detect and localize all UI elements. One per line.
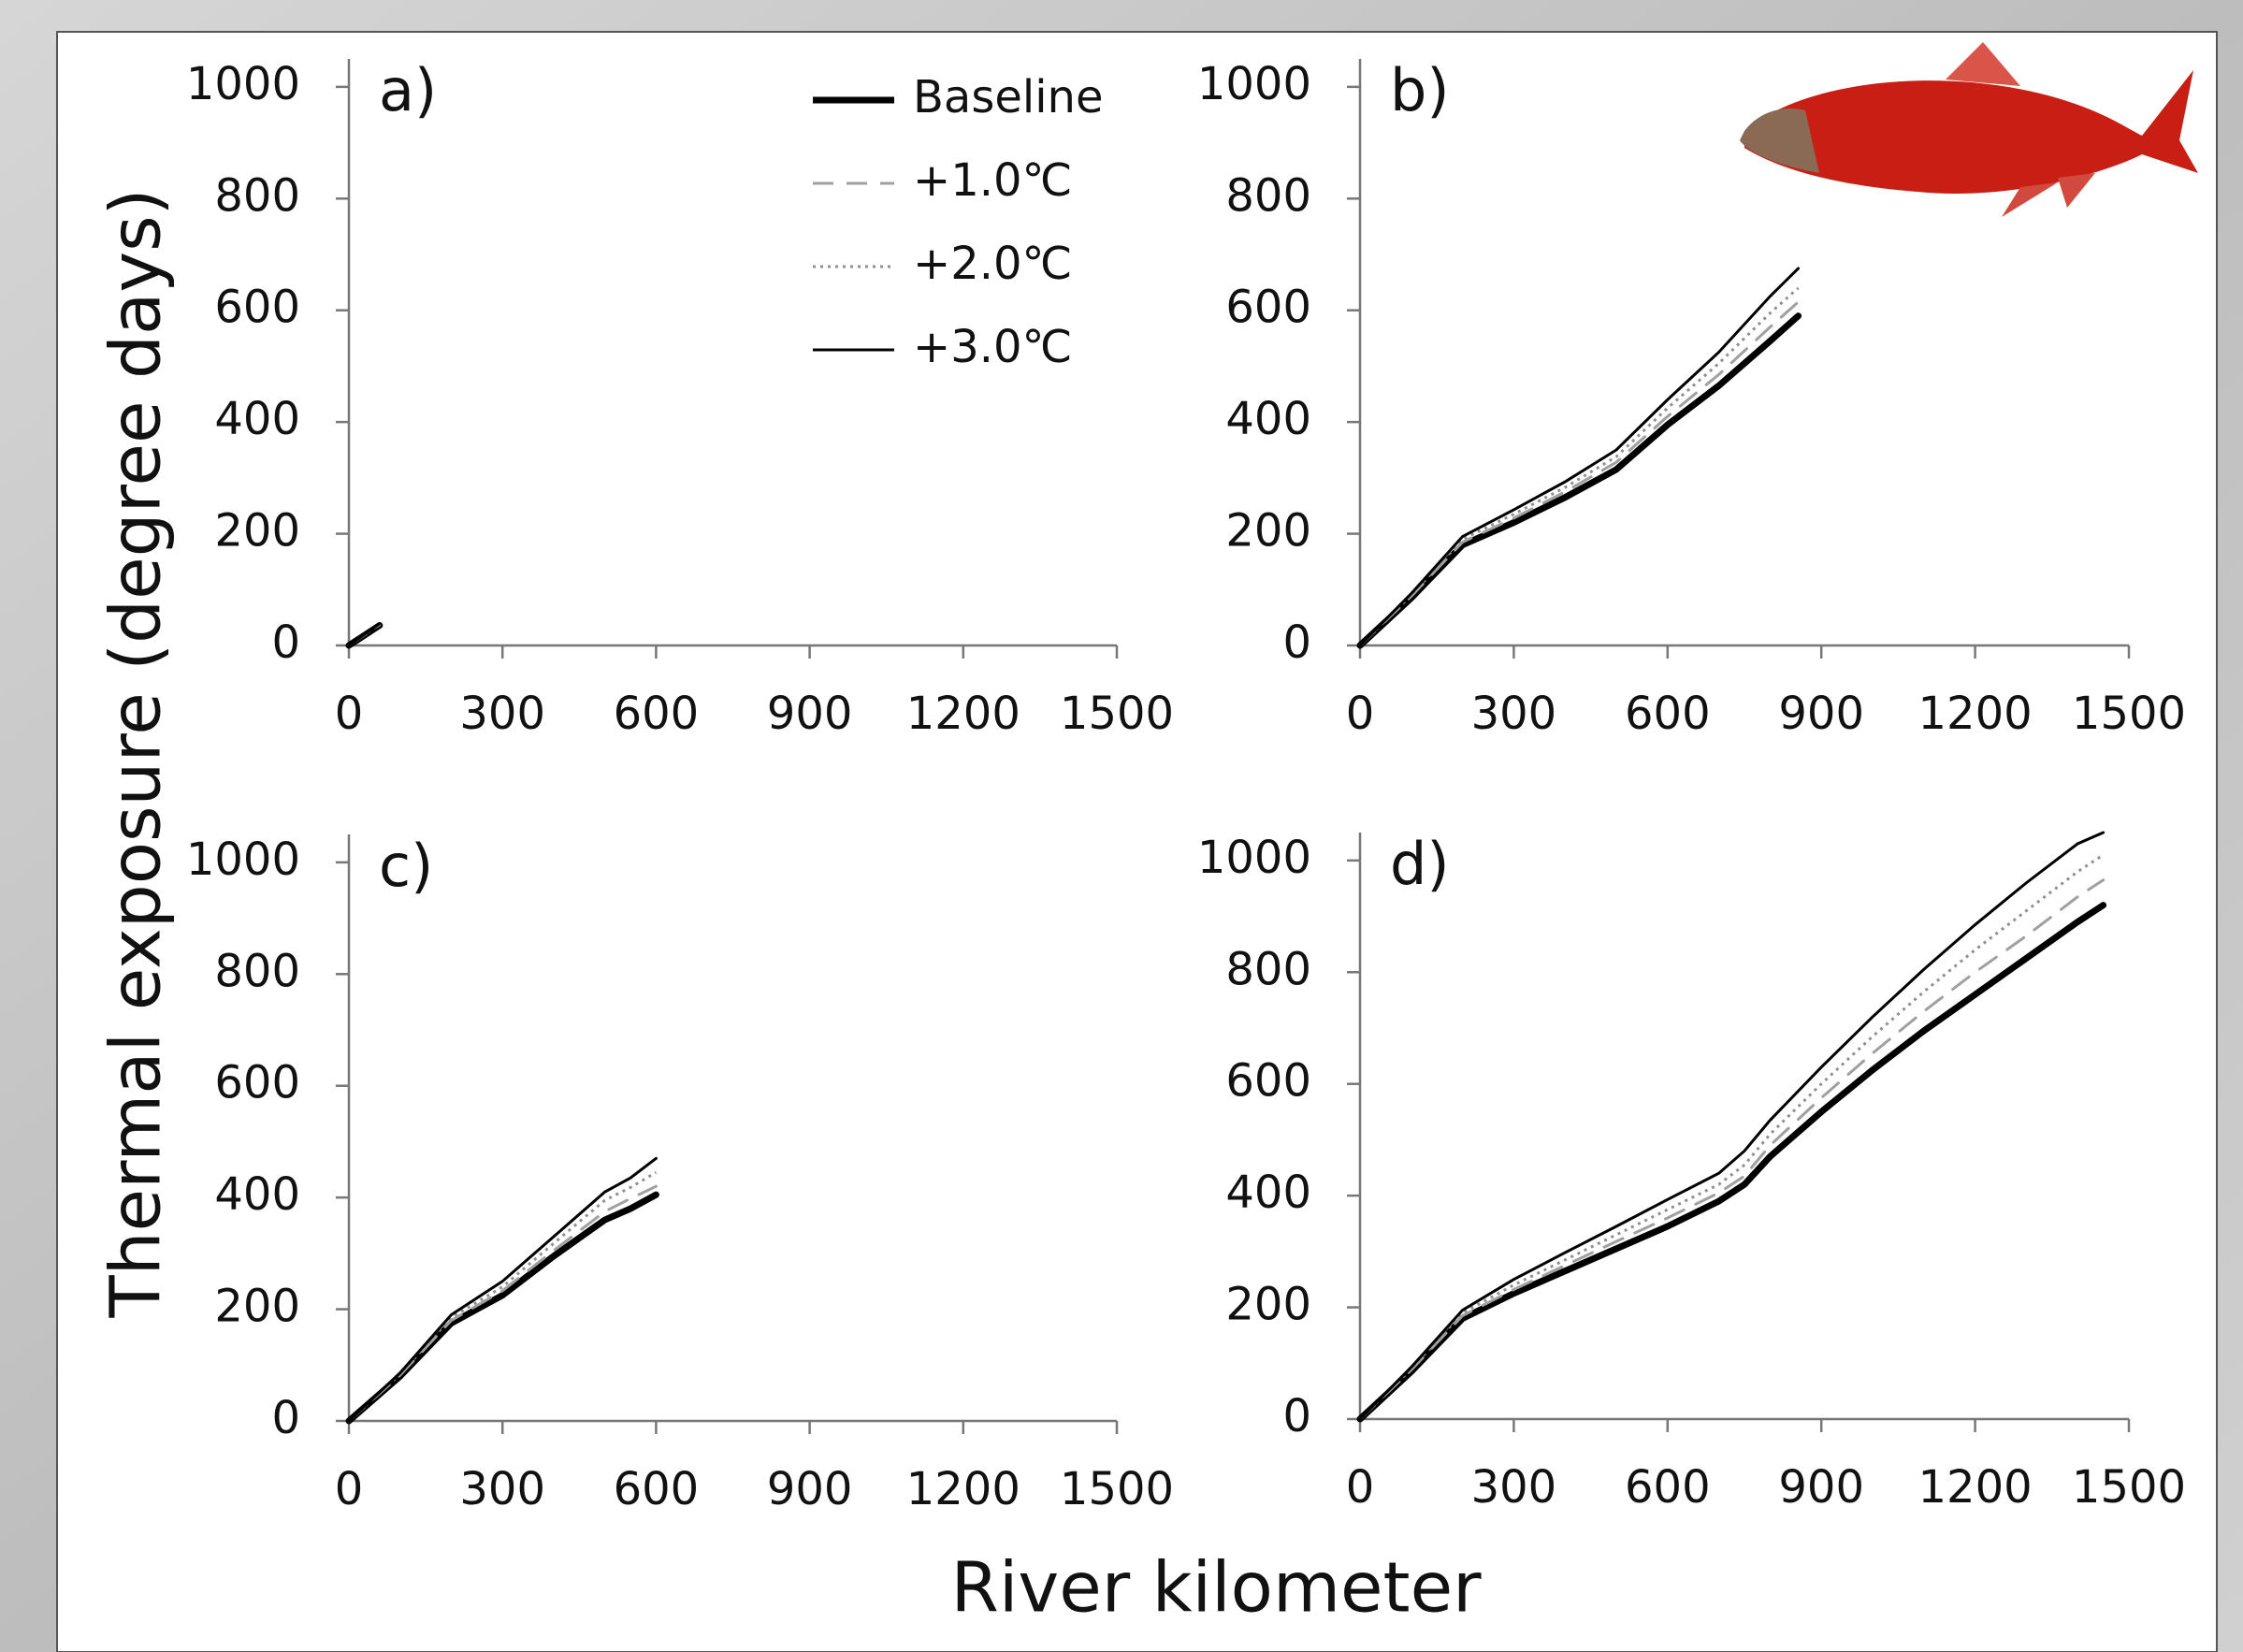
y-tick-label: 600 <box>214 282 300 334</box>
y-tick-label: 0 <box>271 616 300 669</box>
x-axis-title: River kilometer <box>950 1548 1482 1629</box>
series-line <box>1356 312 1802 649</box>
y-tick-label: 400 <box>214 1168 300 1221</box>
y-tick-label: 0 <box>271 1392 300 1444</box>
x-tick-label: 600 <box>614 688 700 740</box>
x-tick-label: 1500 <box>1060 688 1174 740</box>
series-line <box>347 622 382 647</box>
y-tick-label: 800 <box>1225 169 1311 222</box>
series-line <box>347 1156 658 1423</box>
series-line <box>1358 300 1801 647</box>
y-axis-title: Thermal exposure (degree days) <box>96 188 177 1318</box>
x-tick-label: 900 <box>1778 1461 1864 1514</box>
legend-label: +3.0℃ <box>913 321 1072 373</box>
x-tick-label: 0 <box>335 1463 364 1515</box>
x-tick-label: 300 <box>1471 1461 1557 1514</box>
x-tick-label: 1500 <box>2072 1461 2186 1514</box>
x-tick-label: 600 <box>614 1463 700 1515</box>
y-tick-label: 800 <box>1225 943 1311 995</box>
x-tick-label: 1500 <box>1060 1463 1174 1515</box>
x-tick-label: 300 <box>1471 688 1557 740</box>
x-tick-label: 1200 <box>1918 1461 2033 1514</box>
x-tick-label: 600 <box>1625 688 1711 740</box>
series-line <box>1358 853 2105 1421</box>
y-tick-label: 1000 <box>1197 832 1311 884</box>
panel-label: d) <box>1390 830 1450 898</box>
x-tick-label: 1500 <box>2072 688 2186 740</box>
y-tick-label: 400 <box>1225 393 1311 445</box>
x-tick-label: 1200 <box>906 1463 1020 1515</box>
y-tick-label: 800 <box>214 945 300 997</box>
series-line <box>347 1184 658 1423</box>
x-tick-label: 900 <box>767 1463 853 1515</box>
y-tick-label: 1000 <box>186 833 300 886</box>
y-tick-label: 1000 <box>186 58 300 110</box>
panel-label: b) <box>1390 56 1450 124</box>
y-tick-label: 400 <box>214 393 300 445</box>
panel-label: a) <box>379 56 437 124</box>
series-line <box>1356 902 2107 1423</box>
series-line <box>1358 286 1800 647</box>
y-tick-label: 600 <box>1225 1055 1311 1108</box>
y-tick-label: 600 <box>1225 282 1311 334</box>
y-tick-label: 0 <box>1282 616 1311 669</box>
y-tick-label: 200 <box>1225 505 1311 558</box>
x-tick-label: 0 <box>335 688 364 740</box>
y-tick-label: 1000 <box>1197 58 1311 110</box>
x-tick-label: 600 <box>1625 1461 1711 1514</box>
x-tick-label: 1200 <box>906 688 1020 740</box>
salmon-illustration <box>1740 42 2198 217</box>
x-tick-label: 900 <box>1778 688 1864 740</box>
series-line <box>1358 831 2106 1421</box>
x-tick-label: 1200 <box>1918 688 2033 740</box>
panel-label: c) <box>379 832 433 900</box>
y-tick-label: 200 <box>214 505 300 558</box>
x-tick-label: 300 <box>459 1463 545 1515</box>
y-tick-label: 200 <box>1225 1279 1311 1331</box>
y-tick-label: 0 <box>1282 1390 1311 1442</box>
figure-panel <box>56 31 2218 1652</box>
y-tick-label: 800 <box>214 169 300 222</box>
y-tick-label: 200 <box>214 1281 300 1333</box>
series-line <box>1358 878 2106 1421</box>
x-tick-label: 0 <box>1346 688 1375 740</box>
x-tick-label: 0 <box>1346 1461 1375 1514</box>
x-tick-label: 300 <box>459 688 545 740</box>
legend-label: +1.0℃ <box>913 154 1072 207</box>
legend-label: +2.0℃ <box>913 238 1072 290</box>
series-line <box>1358 267 1801 647</box>
legend-label: Baseline <box>913 71 1104 123</box>
y-tick-label: 400 <box>1225 1167 1311 1219</box>
x-tick-label: 900 <box>767 688 853 740</box>
y-tick-label: 600 <box>214 1057 300 1109</box>
